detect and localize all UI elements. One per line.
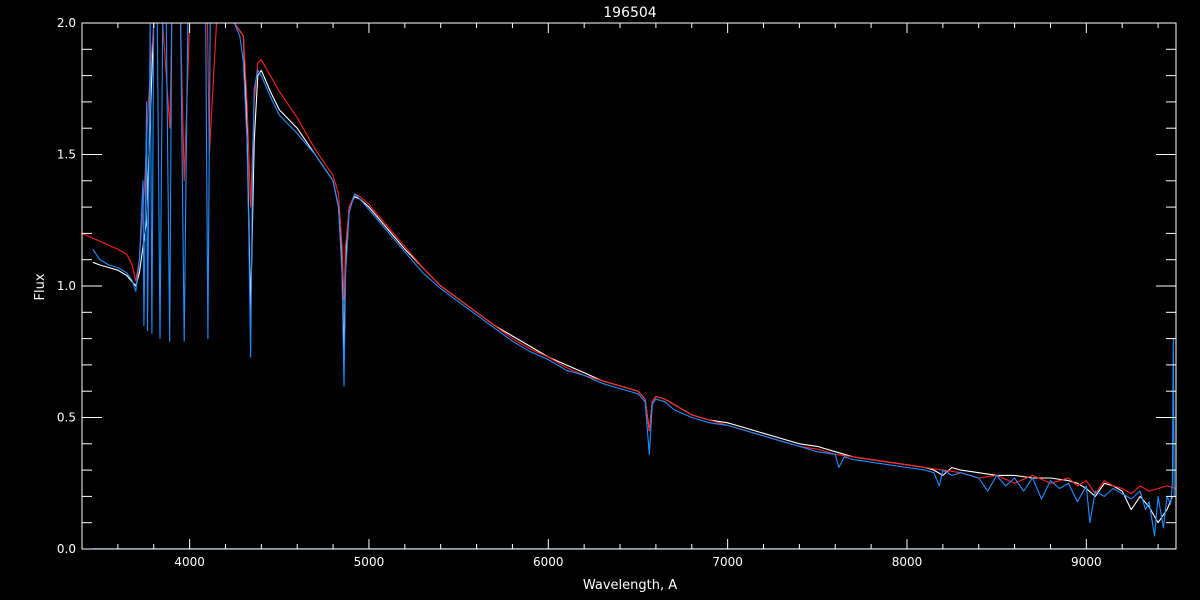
x-axis-label: Wavelength, A (583, 578, 677, 593)
x-tick-label: 7000 (712, 555, 743, 569)
series-red-line (82, 23, 1176, 495)
x-tick-label: 8000 (892, 555, 923, 569)
chart-title: 196504 (603, 5, 657, 21)
x-tick-label: 4000 (174, 555, 205, 569)
series-white-line (92, 23, 1173, 524)
x-tick-label: 5000 (354, 555, 385, 569)
y-tick-label: 1.0 (57, 279, 76, 293)
y-tick-label: 1.5 (57, 148, 76, 162)
series-blue-line (92, 23, 1175, 537)
y-tick-label: 0.5 (57, 411, 76, 425)
y-tick-label: 0.0 (57, 542, 76, 556)
x-tick-label: 9000 (1071, 555, 1102, 569)
y-tick-label: 2.0 (57, 16, 76, 30)
y-axis-label: Flux (33, 273, 48, 300)
x-tick-label: 6000 (533, 555, 564, 569)
